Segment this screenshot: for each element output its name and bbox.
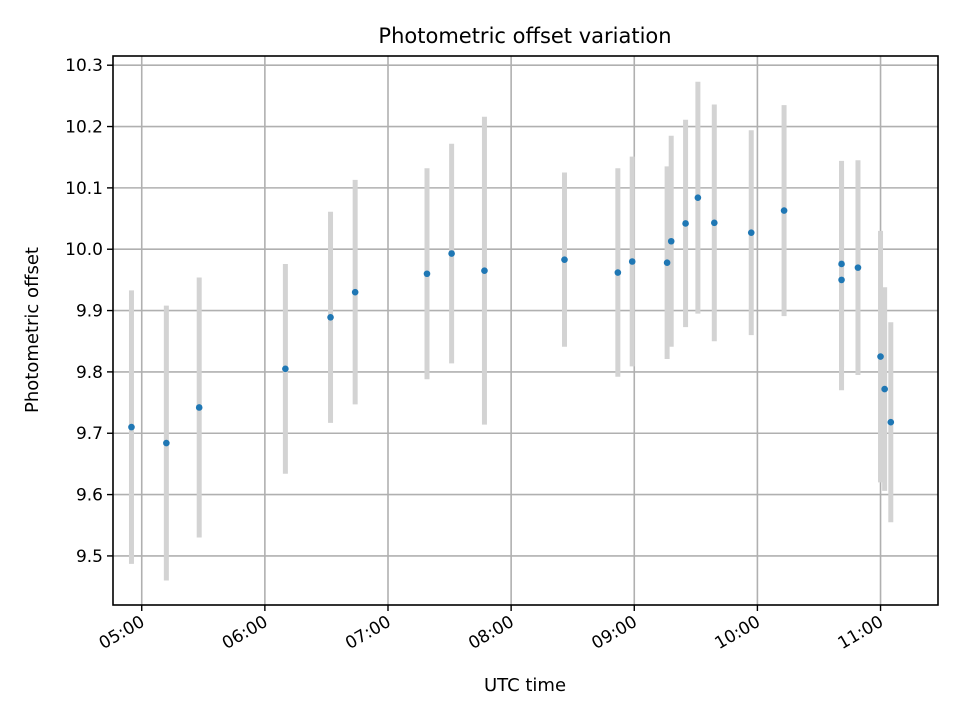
y-axis-ticks: 9.5 9.6 9.7 9.8 9.9 10.0 10.1 10.2 10.3 bbox=[65, 56, 113, 567]
data-point bbox=[694, 194, 702, 201]
data-point bbox=[282, 365, 289, 373]
data-point bbox=[711, 219, 718, 227]
y-tick-label: 9.7 bbox=[76, 424, 103, 444]
chart-title: Photometric offset variation bbox=[378, 24, 671, 48]
plot-frame bbox=[112, 55, 939, 606]
data-point bbox=[887, 418, 895, 426]
y-tick-label: 10.2 bbox=[65, 118, 103, 138]
y-axis-label: Photometric offset bbox=[22, 247, 43, 413]
y-tick-label: 9.5 bbox=[76, 547, 103, 567]
data-point bbox=[163, 439, 170, 447]
y-tick-label: 10.0 bbox=[65, 240, 103, 260]
data-point bbox=[423, 270, 431, 278]
data-point bbox=[780, 207, 788, 214]
data-point bbox=[747, 229, 755, 236]
data-point bbox=[481, 267, 488, 274]
y-tick-label: 9.6 bbox=[76, 486, 103, 506]
data-points bbox=[128, 194, 895, 447]
data-point bbox=[327, 314, 334, 321]
data-point bbox=[838, 276, 845, 284]
y-tick-label: 10.3 bbox=[65, 56, 103, 76]
data-point bbox=[561, 256, 568, 263]
y-tick-label: 9.8 bbox=[76, 363, 103, 383]
y-tick-label: 10.1 bbox=[65, 179, 103, 199]
data-point bbox=[682, 220, 689, 227]
data-point bbox=[881, 385, 888, 393]
data-point bbox=[628, 258, 636, 265]
data-point bbox=[195, 404, 203, 411]
data-point bbox=[448, 250, 455, 257]
data-point bbox=[663, 259, 671, 267]
data-point bbox=[838, 260, 845, 268]
data-point bbox=[351, 288, 359, 296]
data-point bbox=[614, 269, 622, 276]
data-point bbox=[667, 237, 675, 245]
data-point bbox=[877, 353, 884, 360]
data-point bbox=[854, 264, 862, 271]
x-axis-label: UTC time bbox=[484, 675, 566, 696]
data-point bbox=[128, 423, 135, 431]
y-tick-label: 9.9 bbox=[76, 302, 103, 322]
